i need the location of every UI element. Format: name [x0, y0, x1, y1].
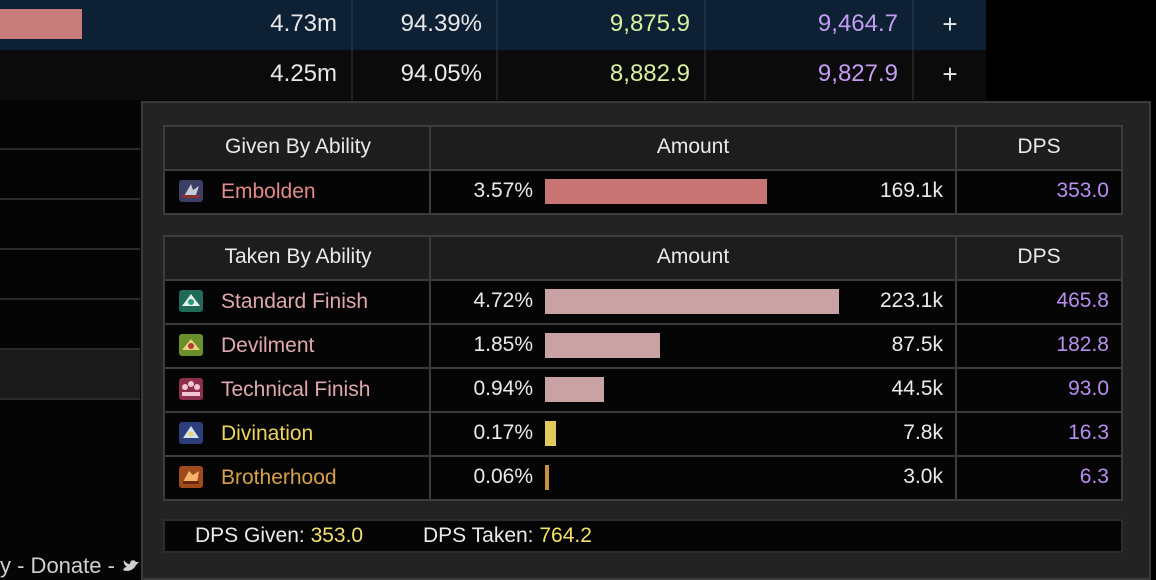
footer-text[interactable]: y - Donate -: [0, 553, 115, 578]
ability-amount: 223.1k: [879, 289, 943, 312]
ability-dps: 465.8: [1056, 289, 1109, 312]
dps-given-label: DPS Given:: [195, 524, 305, 547]
taken-by-ability-table: Taken By Ability Amount DPS Standard Fin…: [163, 235, 1123, 501]
rdps-cell: 9,827.9: [706, 50, 914, 100]
dps-cell: 9,875.9: [498, 0, 706, 50]
footer-links[interactable]: y - Donate -: [0, 553, 141, 579]
ability-amount: 7.8k: [903, 421, 943, 444]
dps-value: 8,882.9: [609, 60, 690, 87]
header-given-by-ability[interactable]: Given By Ability: [225, 135, 371, 158]
header-dps[interactable]: DPS: [1017, 245, 1061, 268]
table-header: Taken By Ability Amount DPS: [165, 237, 1121, 281]
ability-percent: 1.85%: [473, 333, 533, 356]
table-row[interactable]: 4.25m 94.05% 8,882.9 9,827.9 +: [0, 50, 986, 100]
ability-dps: 16.3: [1068, 421, 1109, 444]
ability-dps: 93.0: [1068, 377, 1109, 400]
amount-bar: [545, 333, 660, 358]
rdps-cell: 9,464.7: [706, 0, 914, 50]
header-dps[interactable]: DPS: [1017, 135, 1061, 158]
total-damage-value: 4.73m: [270, 10, 337, 37]
brotherhood-icon: [179, 466, 203, 488]
table-row[interactable]: 4.73m 94.39% 9,875.9 9,464.7 +: [0, 0, 986, 50]
amount-bar: [545, 377, 604, 402]
ability-percent: 4.72%: [473, 289, 533, 312]
ability-name: Technical Finish: [221, 378, 371, 401]
background-row-highlight: [0, 350, 140, 398]
dps-given-value: 353.0: [310, 524, 364, 547]
ability-dps: 353.0: [1056, 179, 1109, 202]
header-amount[interactable]: Amount: [656, 245, 730, 268]
total-damage-cell: 4.73m: [0, 0, 353, 50]
ability-percent: 3.57%: [473, 179, 533, 202]
ability-row[interactable]: Brotherhood 0.06% 3.0k 6.3: [165, 457, 1121, 499]
plus-icon: +: [942, 59, 958, 89]
dps-cell: 8,882.9: [498, 50, 706, 100]
ability-row[interactable]: Divination 0.17% 7.8k 16.3: [165, 413, 1121, 457]
percent-cell: 94.39%: [353, 0, 498, 50]
ability-row[interactable]: Embolden 3.57% 169.1k 353.0: [165, 171, 1121, 213]
expand-button[interactable]: +: [914, 50, 986, 100]
ability-amount: 87.5k: [891, 333, 943, 356]
rdps-value: 9,464.7: [817, 10, 898, 37]
dps-taken-summary: DPS Taken: 764.2: [423, 521, 592, 551]
ability-dps: 182.8: [1056, 333, 1109, 356]
ability-amount: 3.0k: [903, 465, 943, 488]
percent-cell: 94.05%: [353, 50, 498, 100]
total-damage-cell: 4.25m: [0, 50, 353, 100]
devilment-icon: [179, 334, 203, 356]
dps-summary: DPS Given: 353.0 DPS Taken: 764.2: [163, 519, 1123, 553]
ability-percent: 0.94%: [473, 377, 533, 400]
bird-icon[interactable]: [121, 556, 141, 576]
total-damage-value: 4.25m: [270, 60, 337, 87]
ability-name: Devilment: [221, 334, 315, 357]
amount-bar: [545, 421, 556, 446]
header-amount[interactable]: Amount: [656, 135, 730, 158]
percent-value: 94.39%: [400, 10, 482, 37]
header-taken-by-ability[interactable]: Taken By Ability: [224, 245, 372, 268]
ability-name: Brotherhood: [221, 466, 337, 489]
amount-bar: [545, 465, 549, 490]
dps-value: 9,875.9: [609, 10, 690, 37]
dps-taken-value: 764.2: [539, 524, 592, 547]
standard-finish-icon: [179, 290, 203, 312]
table-header: Given By Ability Amount DPS: [165, 127, 1121, 171]
dps-taken-label: DPS Taken:: [423, 524, 534, 547]
ability-percent: 0.17%: [473, 421, 533, 444]
ability-dps: 6.3: [1079, 465, 1109, 488]
ability-amount: 169.1k: [879, 179, 943, 202]
divination-icon: [179, 422, 203, 444]
technical-finish-icon: [179, 378, 203, 400]
amount-bar: [545, 289, 839, 314]
percent-value: 94.05%: [400, 60, 482, 87]
rdps-value: 9,827.9: [817, 60, 898, 87]
ability-row[interactable]: Standard Finish 4.72% 223.1k 465.8: [165, 281, 1121, 325]
plus-icon: +: [942, 9, 958, 39]
ability-amount: 44.5k: [891, 377, 943, 400]
ability-name: Embolden: [221, 180, 316, 203]
expand-button[interactable]: +: [914, 0, 986, 50]
damage-bar: [0, 9, 82, 39]
buff-breakdown-popup: Given By Ability Amount DPS Embolden 3.57…: [141, 101, 1151, 580]
embolden-icon: [179, 180, 203, 202]
ability-name: Divination: [221, 422, 314, 445]
amount-bar: [545, 179, 767, 204]
dps-given-summary: DPS Given: 353.0: [195, 521, 363, 551]
given-by-ability-table: Given By Ability Amount DPS Embolden 3.57…: [163, 125, 1123, 215]
ability-name: Standard Finish: [221, 290, 369, 313]
ability-row[interactable]: Technical Finish 0.94% 44.5k 93.0: [165, 369, 1121, 413]
ability-percent: 0.06%: [473, 465, 533, 488]
ability-row[interactable]: Devilment 1.85% 87.5k 182.8: [165, 325, 1121, 369]
